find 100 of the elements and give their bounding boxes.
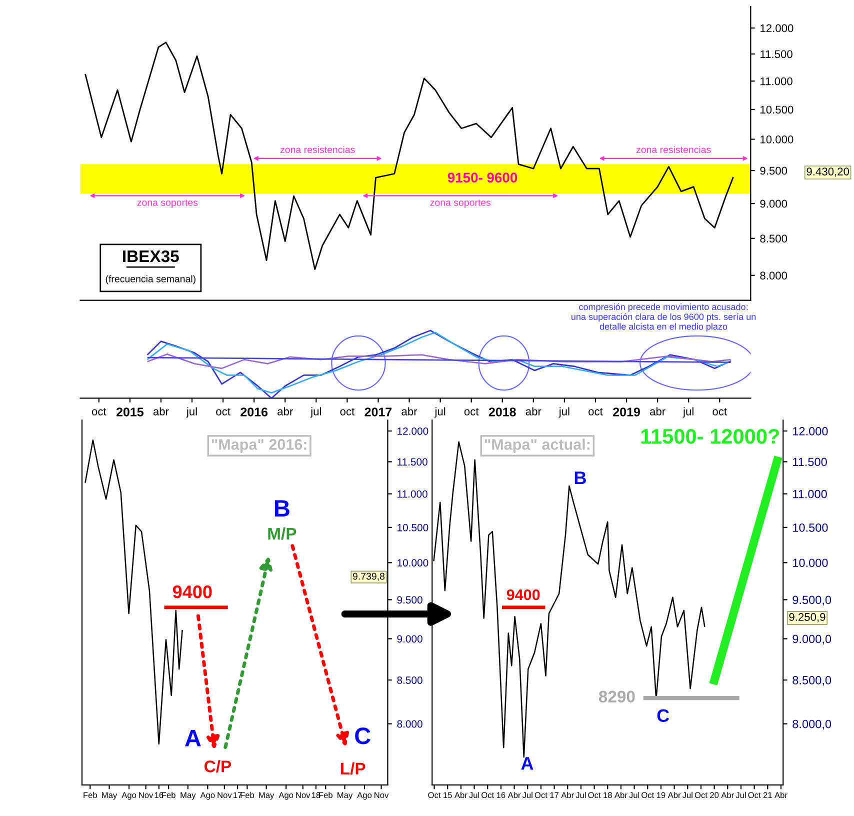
x-tick-label: Oct bbox=[482, 792, 494, 798]
x-tick-label: Abr bbox=[774, 792, 788, 798]
annotation: zona resistencias bbox=[280, 146, 355, 154]
y-tick-label: 12.000 bbox=[760, 24, 794, 32]
y-tick-label: 8.500 bbox=[397, 676, 422, 684]
x-tick-label: 2017 bbox=[364, 408, 392, 416]
x-tick-label: May bbox=[338, 792, 353, 800]
annotation: L/P bbox=[341, 762, 366, 775]
x-tick-label: Abr bbox=[668, 792, 681, 798]
x-tick-label: Ago bbox=[357, 792, 372, 800]
x-tick-label: Jul bbox=[469, 792, 480, 798]
y-tick-label: 10.500 bbox=[760, 106, 794, 114]
annotation: (frecuencia semanal) bbox=[106, 275, 196, 284]
y-tick-label: 11.500 bbox=[760, 50, 792, 58]
annotation: "Mapa" 2016: bbox=[212, 439, 306, 453]
x-tick-label: Abr bbox=[614, 792, 628, 798]
x-tick-label: Oct bbox=[588, 792, 601, 798]
x-tick-label: 18 bbox=[604, 792, 612, 798]
y-tick-label: 9.500 bbox=[760, 166, 788, 175]
x-tick-label: 20 bbox=[710, 792, 719, 798]
annotation: C/P bbox=[204, 760, 232, 772]
x-tick-label: Jul bbox=[629, 792, 640, 798]
annotation: 8290 bbox=[598, 690, 635, 703]
x-tick-label: Nov bbox=[139, 792, 154, 798]
x-tick-label: jul bbox=[186, 407, 197, 418]
text: 9.250,9 bbox=[789, 613, 826, 622]
x-tick-label: 15 bbox=[444, 792, 452, 798]
annotation: M/P bbox=[268, 527, 296, 540]
y-tick-label: 10.000 bbox=[398, 559, 428, 567]
x-tick-label: Ago bbox=[278, 792, 294, 800]
y-tick-label: 11.500 bbox=[398, 458, 428, 466]
annotation: 9400 bbox=[506, 589, 540, 600]
annotation: C bbox=[657, 709, 670, 722]
y-tick-label: 10.000 bbox=[793, 558, 828, 568]
line-series bbox=[84, 42, 734, 270]
y-tick-label: 10.500 bbox=[793, 523, 828, 532]
y-tick-label: 11.000 bbox=[793, 490, 827, 498]
x-tick-label: abr bbox=[278, 407, 293, 416]
x-tick-label: Jul bbox=[576, 792, 586, 798]
x-tick-label: Abr bbox=[721, 792, 734, 798]
x-tick-label: Abr bbox=[561, 792, 574, 798]
x-tick-label: 16 bbox=[154, 792, 164, 798]
x-tick-label: Abr bbox=[454, 792, 468, 798]
x-tick-label: oct bbox=[712, 408, 727, 416]
annotation: 9.739,8 bbox=[352, 572, 385, 581]
x-tick-label: Feb bbox=[162, 792, 176, 798]
y-tick-label: 9.500 bbox=[397, 596, 422, 604]
y-tick-label: 9.000,0 bbox=[792, 634, 832, 645]
x-tick-label: 2016 bbox=[240, 408, 268, 416]
x-tick-label: Oct bbox=[748, 792, 761, 798]
x-tick-label: jul bbox=[558, 407, 570, 418]
annotation: B bbox=[574, 472, 586, 484]
x-tick-label: abr bbox=[650, 407, 666, 416]
x-tick-label: jul bbox=[682, 407, 694, 418]
y-tick-label: 10.500 bbox=[398, 524, 428, 532]
x-tick-label: Jul bbox=[522, 792, 532, 798]
x-tick-label: Ago bbox=[200, 792, 215, 800]
x-tick-label: 19 bbox=[656, 792, 666, 798]
y-tick-label: 8.000 bbox=[760, 272, 788, 280]
x-tick-label: oct bbox=[92, 408, 106, 416]
y-tick-label: 8.500,0 bbox=[792, 676, 832, 686]
x-tick-label: 18 bbox=[312, 792, 320, 798]
y-tick-label: 11.000 bbox=[760, 77, 792, 86]
x-tick-label: abr bbox=[402, 407, 418, 416]
y-tick-label: 8.500 bbox=[760, 234, 788, 243]
x-tick-label: oct bbox=[464, 408, 479, 416]
x-tick-label: Oct bbox=[694, 792, 708, 798]
x-tick-label: May bbox=[259, 792, 274, 800]
x-tick-label: Feb bbox=[240, 792, 254, 798]
annotation: C bbox=[355, 728, 371, 744]
x-tick-label: 2018 bbox=[488, 408, 516, 416]
x-tick-label: Ago bbox=[122, 792, 136, 800]
x-tick-label: 17 bbox=[234, 792, 242, 798]
y-tick-label: 12.000 bbox=[793, 427, 828, 436]
y-tick-label: 9.500,0 bbox=[792, 596, 832, 606]
x-tick-label: Jul bbox=[736, 792, 746, 798]
x-tick-label: oct bbox=[340, 408, 355, 416]
annotation: 11500- 12000? bbox=[641, 428, 780, 444]
annotation: compresión precede movimiento acusado: una superación clara de los 9600 pts. sería un detalle alcista en el medio plazo bbox=[572, 303, 756, 332]
x-tick-label: 16 bbox=[496, 792, 506, 798]
annotation: zona soportes bbox=[430, 200, 491, 208]
x-tick-label: jul bbox=[310, 407, 321, 418]
band-label: 9150- 9600 bbox=[448, 172, 518, 183]
annotation: A bbox=[185, 730, 201, 746]
annotation: zona soportes bbox=[137, 200, 198, 208]
x-tick-label: 17 bbox=[550, 792, 558, 798]
x-tick-label: Abr bbox=[508, 792, 521, 798]
annotation: 9400 bbox=[172, 585, 212, 598]
annotation: A bbox=[521, 757, 534, 770]
x-tick-label: oct bbox=[216, 408, 230, 416]
y-tick-label: 8.000 bbox=[397, 720, 422, 728]
annotation: IBEX35 bbox=[123, 250, 179, 262]
text: 9.430,20 bbox=[806, 168, 850, 177]
x-tick-label: May bbox=[180, 792, 196, 800]
x-tick-label: May bbox=[102, 792, 118, 800]
x-tick-label: 2015 bbox=[116, 408, 144, 416]
y-tick-label: 11.000 bbox=[398, 490, 428, 498]
annotation: "Mapa" actual: bbox=[484, 438, 590, 453]
x-tick-label: 2019 bbox=[613, 408, 640, 416]
x-tick-label: oct bbox=[588, 408, 603, 416]
